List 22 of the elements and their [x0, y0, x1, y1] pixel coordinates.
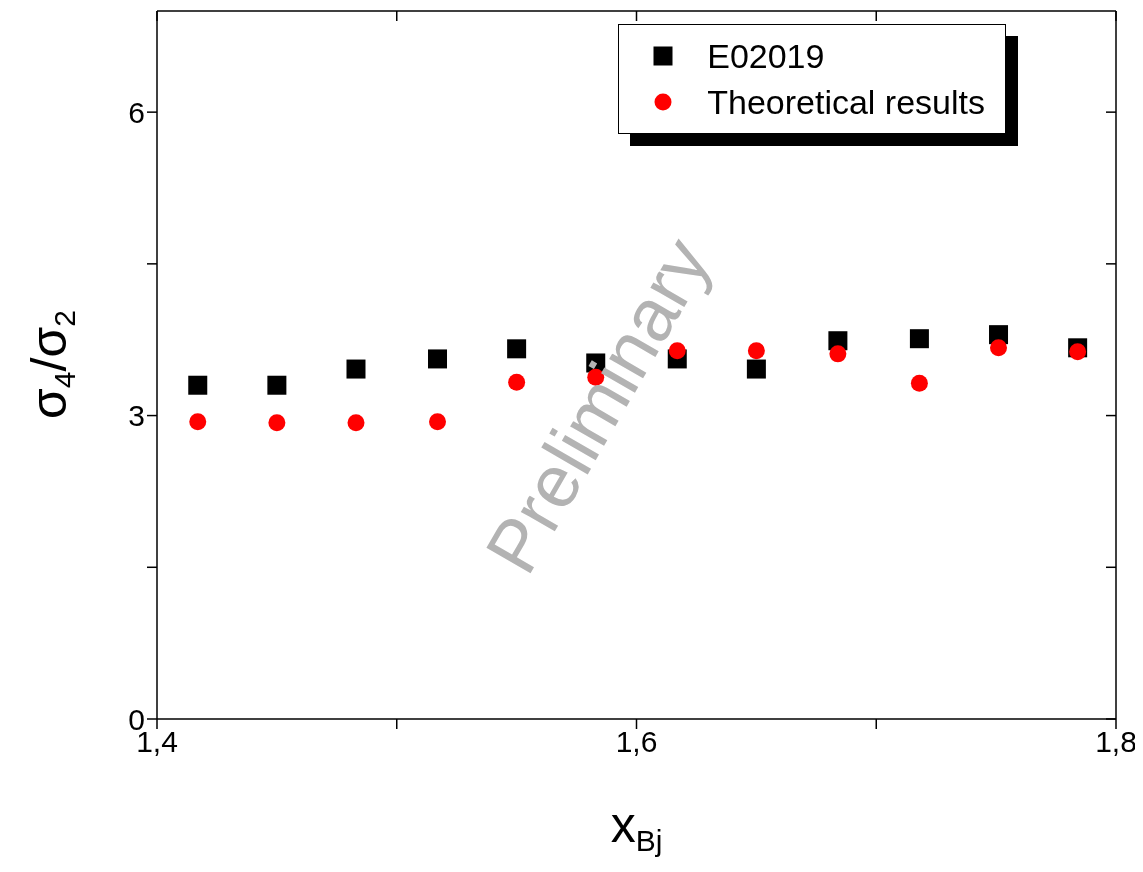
y-tick-label: 3 — [128, 399, 145, 433]
x-axis-title: x$_{Bj}$ — [610, 797, 663, 857]
y-tick-label: 6 — [128, 95, 145, 129]
point — [347, 414, 365, 432]
point — [910, 374, 928, 392]
point — [746, 359, 766, 379]
point — [990, 339, 1008, 357]
legend-label: E02019 — [707, 36, 825, 76]
point — [429, 413, 447, 431]
x-tick-label: 1,8 — [1095, 725, 1137, 759]
point — [267, 375, 287, 395]
point — [1069, 343, 1087, 361]
legend-label: Theoretical results — [707, 82, 985, 122]
point — [268, 414, 286, 432]
point — [346, 359, 366, 379]
point — [909, 329, 929, 349]
point — [189, 413, 207, 431]
point — [829, 345, 847, 363]
point — [747, 342, 765, 360]
point — [188, 375, 208, 395]
x-tick-label: 1,6 — [615, 725, 658, 759]
point — [428, 349, 448, 369]
